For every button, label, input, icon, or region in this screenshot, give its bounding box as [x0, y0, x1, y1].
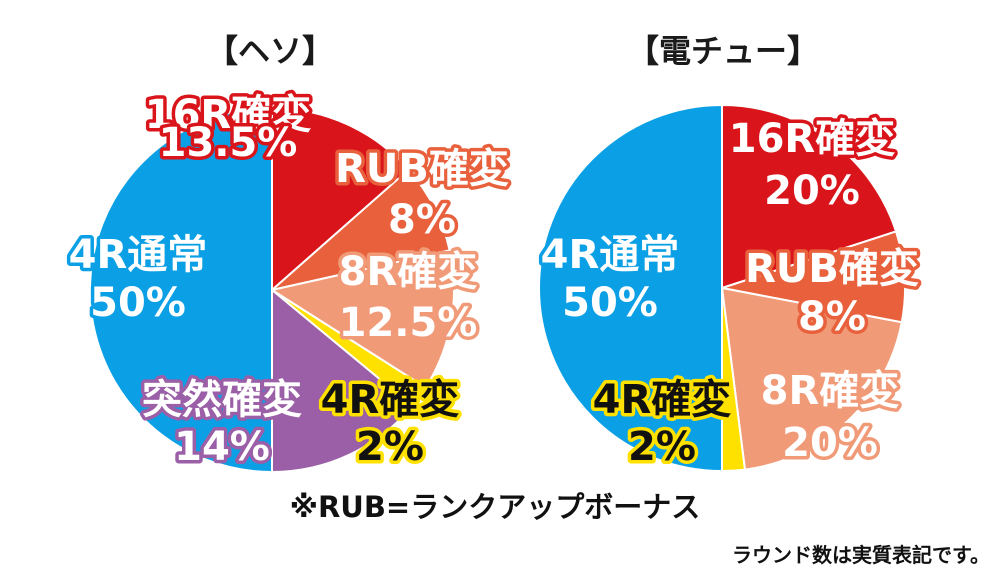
slice-label-name: 8R確変: [761, 368, 900, 414]
slice-label-percent: 13.5%: [159, 120, 298, 166]
slice-label-name: 4R確変: [321, 377, 460, 423]
slice-label-percent: 2%: [356, 424, 424, 470]
slice-label-percent: 20%: [782, 420, 878, 466]
slice-label-percent: 50%: [90, 280, 186, 326]
slice-label-name: RUB確変: [335, 146, 509, 192]
denchu-pie-slice: [721, 230, 906, 324]
denchu-pie: [538, 103, 906, 473]
slice-label-percent: 50%: [562, 280, 658, 326]
slice-label-name: 16R確変: [729, 116, 895, 162]
slice-label-percent: 14%: [174, 424, 270, 470]
slice-label-name: 8R確変: [339, 249, 478, 295]
denchu-pie-slice: [720, 286, 903, 471]
denchu-pie-slice: [721, 103, 898, 290]
heso-pie-slice: [271, 106, 410, 293]
rub-footnote: ※RUB=ランクアップボーナス: [290, 490, 700, 524]
denchu-chart-title: 【電チュー】: [627, 32, 819, 70]
slice-label-name: 突然確変: [142, 377, 302, 423]
heso-pie-slice: [269, 249, 455, 389]
slice-label-name: 4R通常: [69, 232, 208, 278]
slice-label-percent: 2%: [628, 424, 696, 470]
slice-label-percent: 8%: [798, 294, 866, 340]
slice-label-name: RUB確変: [745, 246, 919, 292]
denchu-pie-slice: [538, 103, 723, 473]
slice-label-name: 16R確変: [145, 92, 311, 138]
slice-label-percent: 8%: [388, 197, 456, 243]
slice-label-name: 4R通常: [541, 232, 680, 278]
slice-label-percent: 20%: [764, 168, 860, 214]
slice-label-percent: 12.5%: [339, 300, 478, 346]
heso-pie-slice: [89, 106, 273, 474]
round-count-note: ラウンド数は実質表記です。: [732, 543, 990, 567]
heso-pie-slice: [271, 287, 414, 474]
heso-pie: [89, 106, 455, 474]
heso-chart-title: 【ヘソ】: [206, 32, 334, 70]
slice-label-name: 4R確変: [593, 377, 732, 423]
